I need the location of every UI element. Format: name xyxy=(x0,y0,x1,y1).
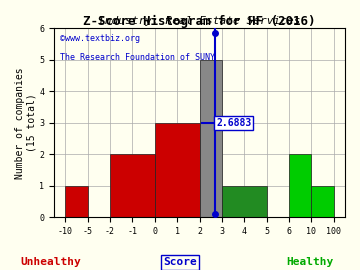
Bar xyxy=(155,123,199,217)
Text: Unhealthy: Unhealthy xyxy=(20,257,81,267)
Text: Industry: Real Estate Services: Industry: Real Estate Services xyxy=(98,16,301,26)
Title: Z-Score Histogram for HF (2016): Z-Score Histogram for HF (2016) xyxy=(83,15,316,28)
Bar xyxy=(199,60,222,217)
Text: ©www.textbiz.org: ©www.textbiz.org xyxy=(60,34,140,43)
Bar xyxy=(65,186,88,217)
Text: The Research Foundation of SUNY: The Research Foundation of SUNY xyxy=(60,53,215,62)
Bar xyxy=(110,154,155,217)
Text: Score: Score xyxy=(163,257,197,267)
Bar xyxy=(222,186,267,217)
Y-axis label: Number of companies
(15 total): Number of companies (15 total) xyxy=(15,67,37,178)
Bar xyxy=(311,186,334,217)
Text: Healthy: Healthy xyxy=(286,257,333,267)
Text: 2.6883: 2.6883 xyxy=(216,118,251,128)
Bar xyxy=(289,154,311,217)
